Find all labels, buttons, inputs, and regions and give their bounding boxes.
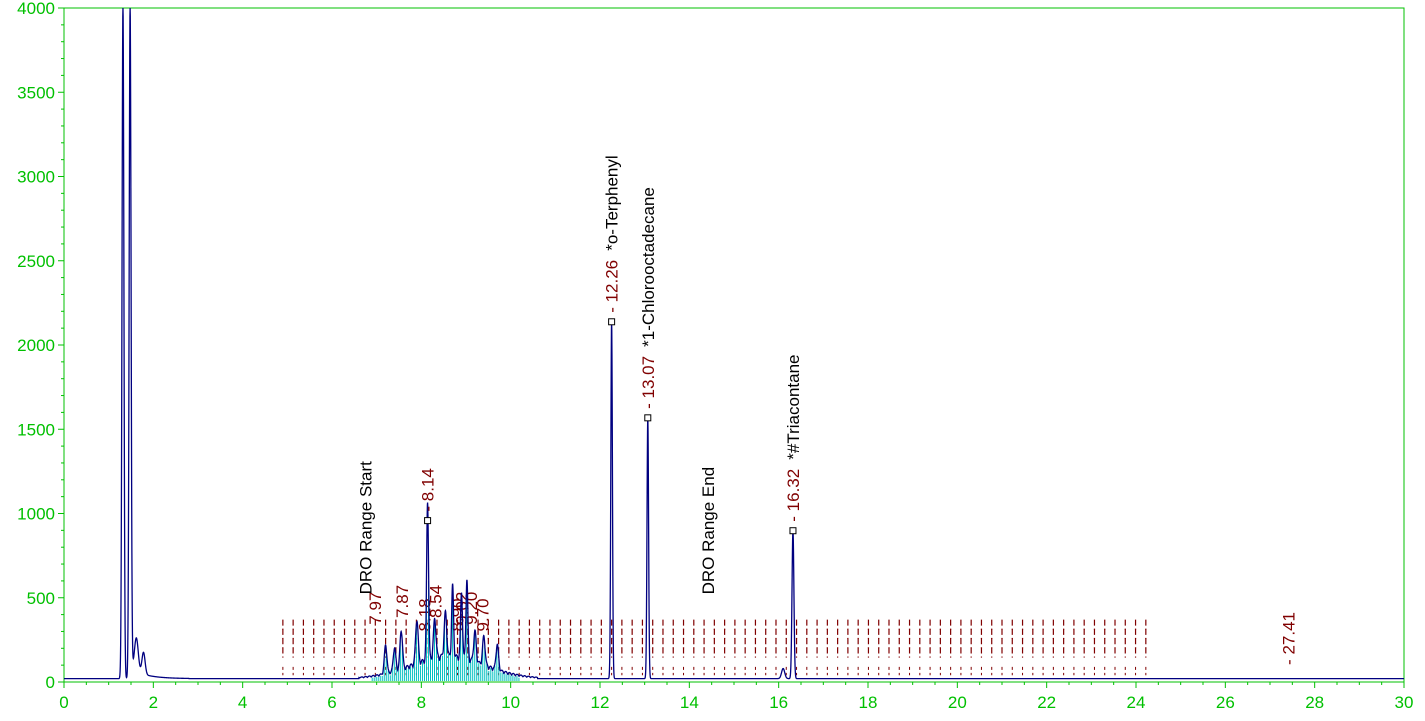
y-tick-label: 0 bbox=[46, 673, 55, 692]
y-tick-label: 500 bbox=[27, 589, 55, 608]
axis-ticks: 0 2 4 6 8 10 12 14 16 18 20 22 24 26 28 300500100015002… bbox=[17, 0, 1413, 712]
x-tick-label: 6 bbox=[327, 693, 336, 712]
peak-marker bbox=[789, 527, 797, 535]
x-tick-label: 22 bbox=[1037, 693, 1056, 712]
clutter-label: 7.87 bbox=[393, 585, 412, 618]
y-tick-label: 2000 bbox=[17, 336, 55, 355]
axes-frame bbox=[63, 7, 1405, 683]
clutter-label: 9.70 bbox=[473, 598, 492, 631]
y-tick-label: 3500 bbox=[17, 83, 55, 102]
peak-rt-label: - 27.41 bbox=[1279, 612, 1298, 665]
peak-rt-label: - 8.14 bbox=[419, 468, 438, 511]
compound-label: *1-Chlorooctadecane bbox=[639, 187, 658, 347]
x-tick-label: 10 bbox=[501, 693, 520, 712]
x-tick-label: 16 bbox=[769, 693, 788, 712]
y-tick-label: 2500 bbox=[17, 252, 55, 271]
x-tick-label: 20 bbox=[948, 693, 967, 712]
x-tick-label: 2 bbox=[149, 693, 158, 712]
clutter-label: 7.97 bbox=[366, 592, 385, 625]
chromatogram-trace bbox=[64, 7, 1404, 680]
x-tick-label: 26 bbox=[1216, 693, 1235, 712]
peak-marker bbox=[608, 318, 616, 326]
x-tick-label: 30 bbox=[1395, 693, 1414, 712]
peak-rt-label: - 13.07 bbox=[639, 356, 658, 409]
y-tick-label: 1500 bbox=[17, 420, 55, 439]
x-tick-label: 12 bbox=[591, 693, 610, 712]
compound-label: *#Triacontane bbox=[784, 355, 803, 460]
plot-frame bbox=[63, 7, 1405, 683]
peak-rt-label: - 16.32 bbox=[784, 469, 803, 522]
x-tick-label: 18 bbox=[859, 693, 878, 712]
y-tick-label: 1000 bbox=[17, 505, 55, 524]
x-tick-label: 8 bbox=[417, 693, 426, 712]
clutter-label: 8.54 bbox=[426, 585, 445, 618]
peak-marker bbox=[424, 517, 432, 525]
signal-trace bbox=[64, 7, 1404, 680]
clutter-label: 9.20 bbox=[462, 592, 481, 625]
x-tick-label: 4 bbox=[238, 693, 247, 712]
x-tick-label: 0 bbox=[59, 693, 68, 712]
x-tick-label: 28 bbox=[1305, 693, 1324, 712]
range-marker-label: DRO Range End bbox=[699, 467, 718, 595]
range-marker-label: DRO Range Start bbox=[357, 461, 376, 594]
peak-marker bbox=[644, 414, 652, 422]
x-tick-label: 14 bbox=[680, 693, 699, 712]
peak-label-clutter: 8.909.027.87 8.187.97 8.54 9.709.20 bbox=[282, 585, 1147, 676]
x-tick-label: 24 bbox=[1127, 693, 1146, 712]
peak-rt-label: - 12.26 bbox=[603, 260, 622, 313]
compound-label: *o-Terphenyl bbox=[603, 155, 622, 250]
peak-labels: - 12.26 *o-Terphenyl - 13.07 *1-Chlorooctad… bbox=[357, 155, 1299, 665]
y-tick-label: 3000 bbox=[17, 168, 55, 187]
y-tick-label: 4000 bbox=[17, 0, 55, 18]
